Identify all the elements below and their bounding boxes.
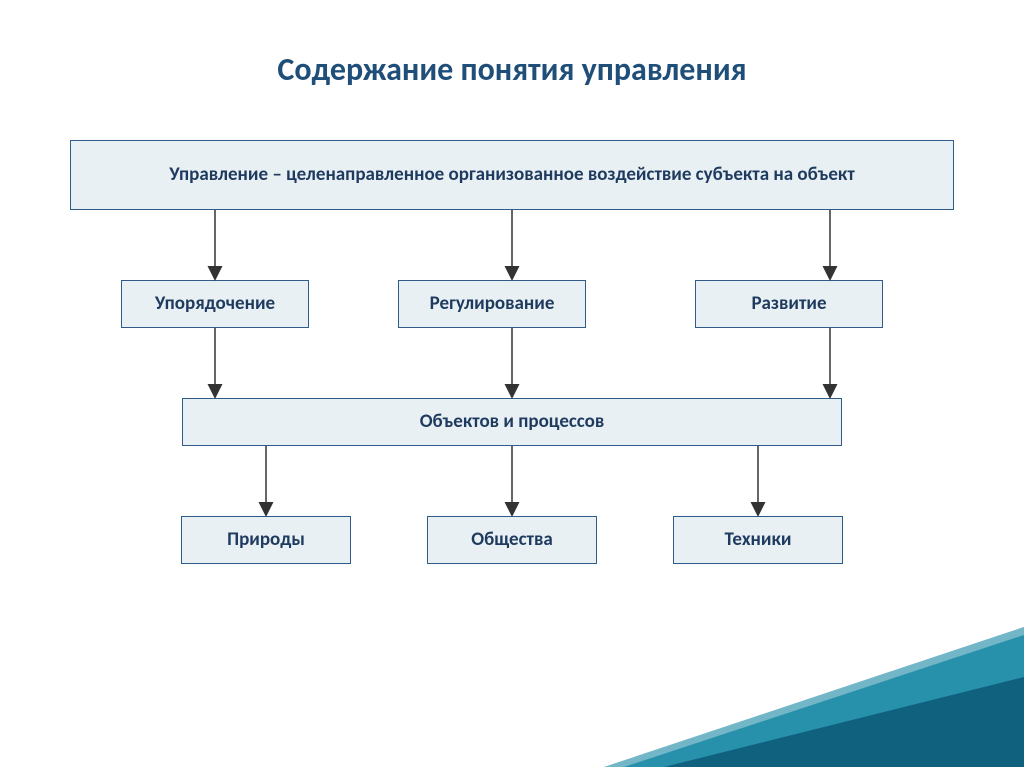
box-nature-text: Природы [227,528,305,553]
box-objects-processes: Объектов и процессов [182,398,842,446]
box-society-text: Общества [471,528,553,553]
box-regulation: Регулирование [398,280,586,328]
slide-title: Содержание понятия управления [0,50,1024,89]
box-nature: Природы [181,516,351,564]
box-technology: Техники [673,516,843,564]
box-development-text: Развитие [751,292,826,317]
box-main-text: Управление – целенаправленное организова… [169,163,854,188]
box-development: Развитие [695,280,883,328]
box-society: Общества [427,516,597,564]
box-main-definition: Управление – целенаправленное организова… [70,140,954,210]
box-objects-processes-text: Объектов и процессов [420,410,605,435]
box-technology-text: Техники [725,528,792,553]
box-ordering-text: Упорядочение [155,292,275,317]
box-ordering: Упорядочение [121,280,309,328]
decorative-corner [604,567,1024,767]
box-regulation-text: Регулирование [430,292,555,317]
